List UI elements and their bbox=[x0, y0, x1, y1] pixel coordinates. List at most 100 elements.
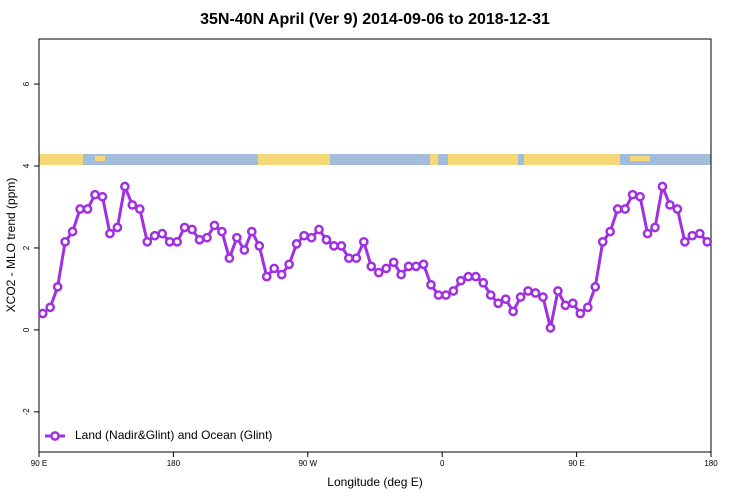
data-point bbox=[351, 253, 362, 264]
data-point bbox=[418, 259, 429, 270]
data-point bbox=[687, 230, 698, 241]
data-point bbox=[657, 181, 668, 192]
data-point bbox=[284, 259, 294, 270]
data-point bbox=[97, 191, 108, 202]
y-tick-label: 4 bbox=[22, 163, 31, 168]
data-point bbox=[291, 239, 302, 249]
data-point bbox=[67, 226, 78, 237]
data-point bbox=[396, 269, 406, 280]
x-tick-label: 180 bbox=[704, 459, 718, 468]
data-point bbox=[239, 245, 250, 255]
data-point bbox=[269, 263, 280, 274]
x-tick-label: 90 E bbox=[568, 459, 584, 468]
data-point bbox=[105, 228, 115, 239]
data-point bbox=[582, 302, 593, 313]
chart-title: 35N-40N April (Ver 9) 2014-09-06 to 2018… bbox=[200, 11, 550, 28]
y-tick-label: -2 bbox=[22, 408, 31, 416]
data-point bbox=[329, 241, 339, 251]
data-point bbox=[157, 228, 168, 239]
data-point bbox=[149, 230, 160, 241]
data-point bbox=[597, 236, 608, 247]
y-tick-label: 6 bbox=[22, 81, 31, 86]
data-point bbox=[500, 294, 511, 305]
data-point bbox=[202, 232, 212, 243]
data-point bbox=[485, 290, 496, 300]
ocean-strip bbox=[39, 154, 711, 165]
data-point bbox=[276, 269, 287, 280]
data-point bbox=[553, 286, 563, 296]
data-point bbox=[142, 236, 153, 247]
data-point bbox=[650, 222, 660, 233]
data-point bbox=[224, 253, 235, 264]
land-strip bbox=[95, 156, 105, 161]
x-axis-label: Longitude (deg E) bbox=[327, 475, 422, 489]
data-point bbox=[172, 236, 182, 247]
data-point bbox=[403, 261, 414, 272]
data-point bbox=[530, 288, 541, 298]
data-point bbox=[672, 204, 683, 214]
land-strip bbox=[524, 154, 620, 165]
data-point bbox=[45, 302, 56, 313]
x-tick-label: 90 E bbox=[31, 459, 47, 468]
land-strip bbox=[258, 154, 330, 165]
data-point bbox=[246, 226, 257, 237]
data-point bbox=[642, 228, 653, 239]
data-point bbox=[254, 241, 265, 251]
data-point bbox=[179, 222, 190, 233]
land-strip bbox=[448, 154, 518, 165]
data-point bbox=[112, 222, 123, 233]
legend-marker bbox=[50, 431, 60, 441]
data-point bbox=[568, 298, 578, 309]
data-point bbox=[493, 298, 504, 309]
y-tick-label: 0 bbox=[22, 327, 31, 332]
data-point bbox=[127, 200, 138, 210]
data-point bbox=[612, 204, 623, 214]
x-tick-label: 90 W bbox=[298, 459, 317, 468]
data-point bbox=[261, 271, 272, 282]
data-point bbox=[702, 236, 713, 247]
data-point bbox=[314, 224, 324, 235]
data-point bbox=[232, 232, 242, 243]
land-strip bbox=[630, 156, 650, 161]
data-point bbox=[306, 232, 317, 243]
data-point bbox=[164, 236, 175, 247]
data-point bbox=[209, 220, 220, 231]
data-point bbox=[538, 292, 548, 302]
data-point bbox=[194, 234, 205, 245]
data-point bbox=[381, 263, 392, 274]
data-point bbox=[605, 226, 616, 237]
data-point bbox=[90, 189, 100, 200]
data-point bbox=[575, 308, 586, 319]
data-point bbox=[478, 277, 489, 288]
land-strip bbox=[39, 154, 83, 165]
data-point bbox=[627, 189, 638, 200]
y-axis-label: XCO2 - MLO trend (ppm) bbox=[4, 178, 18, 313]
data-point bbox=[560, 300, 571, 311]
data-point bbox=[433, 290, 444, 300]
x-tick-label: 0 bbox=[440, 459, 445, 468]
data-point bbox=[441, 290, 451, 300]
data-point bbox=[470, 271, 481, 282]
land-strip bbox=[430, 154, 438, 165]
data-point bbox=[411, 261, 421, 272]
data-point bbox=[75, 204, 85, 214]
data-point bbox=[448, 286, 459, 296]
data-point bbox=[82, 204, 93, 214]
data-point bbox=[463, 271, 474, 282]
data-point bbox=[299, 230, 309, 241]
data-point bbox=[426, 279, 436, 290]
data-point bbox=[635, 191, 645, 202]
y-tick-label: 2 bbox=[22, 245, 31, 250]
plot-frame bbox=[38, 38, 712, 453]
data-point bbox=[52, 282, 63, 292]
data-point bbox=[37, 308, 48, 319]
data-point bbox=[590, 282, 601, 292]
data-point bbox=[217, 226, 227, 237]
data-point bbox=[336, 241, 347, 251]
data-point bbox=[523, 286, 533, 296]
data-point bbox=[120, 181, 130, 192]
data-point bbox=[456, 275, 466, 286]
data-point bbox=[665, 200, 675, 210]
data-point bbox=[187, 224, 197, 235]
